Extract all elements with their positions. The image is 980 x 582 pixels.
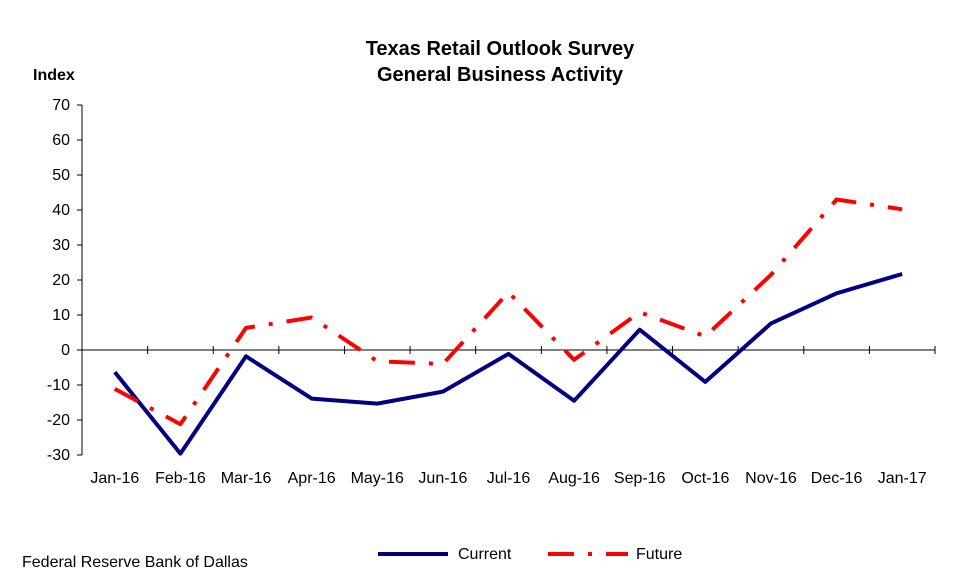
y-tick-label: 20 xyxy=(52,272,70,289)
x-tick-label: Jan-17 xyxy=(878,470,927,487)
x-tick-label: Jan-16 xyxy=(90,470,139,487)
x-tick-label: Nov-16 xyxy=(745,470,797,487)
y-tick-label: 50 xyxy=(52,167,70,184)
series-line-future xyxy=(113,197,903,427)
x-tick-label: May-16 xyxy=(351,470,404,487)
axes xyxy=(77,104,936,456)
y-tick-label: 70 xyxy=(52,97,70,114)
series-line-current xyxy=(113,272,903,456)
source-note: Federal Reserve Bank of Dallas xyxy=(22,554,248,571)
series-lines xyxy=(113,197,903,456)
legend-label-current: Current xyxy=(458,546,512,563)
y-tick-label: 10 xyxy=(52,307,70,324)
x-tick-label: Dec-16 xyxy=(811,470,863,487)
y-tick-label: -30 xyxy=(47,447,70,464)
x-tick-label: Aug-16 xyxy=(548,470,600,487)
x-tick-label: Sep-16 xyxy=(614,470,666,487)
x-tick-label: Jul-16 xyxy=(487,470,531,487)
chart-title: Texas Retail Outlook Survey xyxy=(366,38,635,60)
y-tick-label: 30 xyxy=(52,237,70,254)
y-tick-label: 0 xyxy=(61,342,70,359)
y-tick-label: 60 xyxy=(52,132,70,149)
y-tick-label: -20 xyxy=(47,412,70,429)
x-tick-label: Jun-16 xyxy=(418,470,467,487)
y-tick-label: 40 xyxy=(52,202,70,219)
x-tick-label: Feb-16 xyxy=(155,470,206,487)
x-tick-label: Oct-16 xyxy=(681,470,729,487)
y-tick-label: -10 xyxy=(47,377,70,394)
x-tick-label: Mar-16 xyxy=(221,470,272,487)
y-tick-labels: 70 60 50 40 30 20 10 0 -10 -20 -30 xyxy=(47,97,70,464)
legend-label-future: Future xyxy=(636,546,682,563)
chart-subtitle: General Business Activity xyxy=(377,64,624,86)
legend: Current Future xyxy=(378,546,682,563)
x-tick-label: Apr-16 xyxy=(288,470,336,487)
x-tick-labels: Jan-16 Feb-16 Mar-16 Apr-16 May-16 Jun-16 Jul-… xyxy=(90,470,926,487)
y-axis-label: Index xyxy=(33,67,75,84)
